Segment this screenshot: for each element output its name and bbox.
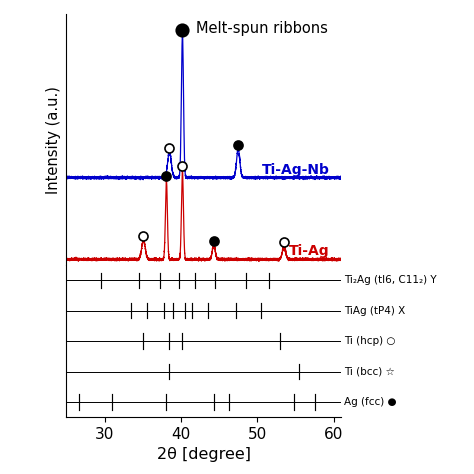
Text: TiAg (tP4) X: TiAg (tP4) X	[344, 306, 405, 316]
Y-axis label: Intensity (a.u.): Intensity (a.u.)	[46, 86, 61, 193]
Text: Ti (hcp) ○: Ti (hcp) ○	[344, 336, 395, 346]
Text: Melt-spun ribbons: Melt-spun ribbons	[196, 21, 328, 36]
Text: Ti-Ag-Nb: Ti-Ag-Nb	[262, 164, 330, 177]
Text: Ti (bcc) ☆: Ti (bcc) ☆	[344, 366, 394, 376]
Text: Ti-Ag: Ti-Ag	[289, 244, 330, 258]
Text: Ti₂Ag (tI6, C11₂) Y: Ti₂Ag (tI6, C11₂) Y	[344, 275, 436, 285]
Text: Ag (fcc) ●: Ag (fcc) ●	[344, 397, 396, 407]
X-axis label: 2θ [degree]: 2θ [degree]	[157, 447, 251, 463]
